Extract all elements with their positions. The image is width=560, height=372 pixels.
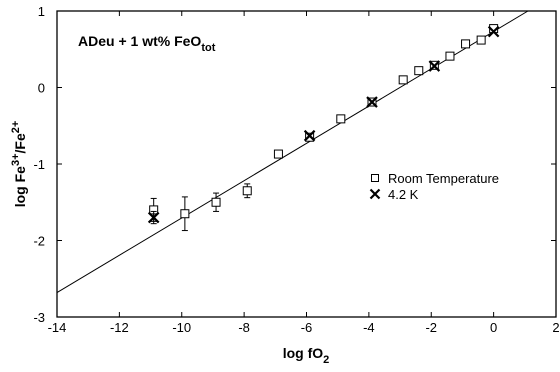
data-point-4-2k <box>303 129 316 142</box>
data-point-room-temperature <box>476 35 486 45</box>
x-tick-label: -14 <box>48 320 67 335</box>
data-point-4-2k <box>428 60 441 72</box>
data-point-4-2k <box>147 211 160 224</box>
x-tick-label: -4 <box>363 320 375 335</box>
y-tick-label: -3 <box>33 310 45 325</box>
x-axis-label: log fO2 <box>283 345 330 366</box>
ticks-layer: -14 -12 -10 -8 -6 -4 -2 0 2-3-2-101 <box>33 4 559 335</box>
data-point-room-temperature <box>414 66 424 76</box>
x-tick-label: -12 <box>110 320 129 335</box>
data-point-room-temperature <box>336 114 346 124</box>
data-point-4-2k <box>366 96 378 108</box>
legend-label: Room Temperature <box>388 171 499 186</box>
x-tick-label: -8 <box>238 320 250 335</box>
x-tick-label: -6 <box>301 320 313 335</box>
x-tick-label: -2 <box>425 320 437 335</box>
data-point-4-2k <box>487 25 500 38</box>
data-point-room-temperature <box>242 186 252 196</box>
y-tick-label: -2 <box>33 234 45 249</box>
data-point-room-temperature <box>461 39 471 49</box>
points-layer <box>147 24 500 232</box>
y-tick-label: -1 <box>33 157 45 172</box>
legend-label: 4.2 K <box>388 187 419 202</box>
plot-frame <box>56 10 557 318</box>
chart-annotation: ADeu + 1 wt% FeOtot <box>78 33 216 54</box>
y-axis-label: log Fe3+/Fe2+ <box>10 121 28 208</box>
data-point-room-temperature <box>273 149 283 159</box>
y-tick-label: 1 <box>38 4 45 19</box>
data-point-room-temperature <box>445 51 455 61</box>
data-point-room-temperature <box>180 209 190 219</box>
legend-x-marker <box>369 188 381 200</box>
fit-layer <box>56 10 529 293</box>
x-tick-label: 2 <box>552 320 559 335</box>
legend-square-marker <box>371 174 379 182</box>
y-tick-label: 0 <box>38 81 45 96</box>
data-point-room-temperature <box>398 75 408 85</box>
fit-line <box>56 10 529 293</box>
x-tick-label: -10 <box>172 320 191 335</box>
x-tick-label: 0 <box>490 320 497 335</box>
data-point-room-temperature <box>211 197 221 207</box>
